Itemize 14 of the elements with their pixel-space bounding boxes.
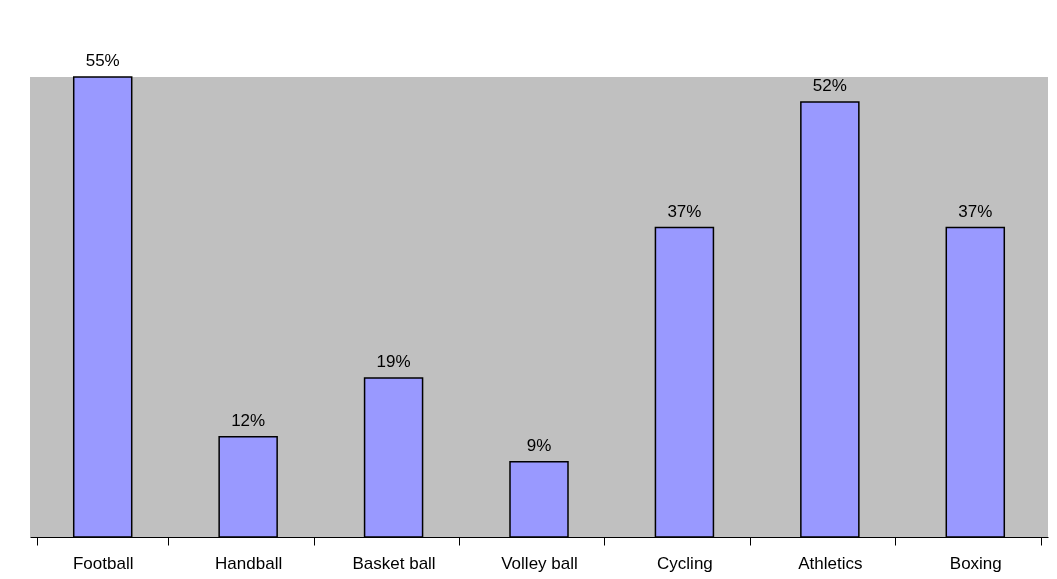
data-label: 55% [85,51,120,70]
x-tick-label: Athletics [798,553,863,573]
x-tick-label: Volley ball [501,553,578,573]
x-tick-label: Football [72,553,134,573]
data-label: 9% [526,435,552,455]
x-tick-label: Cycling [657,553,713,573]
data-label: 19% [376,352,411,372]
x-tick-label: Boxing [949,553,1002,573]
data-label: 37% [667,201,702,221]
data-label: 52% [812,76,847,96]
data-label: 12% [231,410,266,430]
x-tick-label: Basket ball [352,553,436,573]
x-tick-label: Handball [215,553,283,573]
data-label: 37% [958,201,993,221]
